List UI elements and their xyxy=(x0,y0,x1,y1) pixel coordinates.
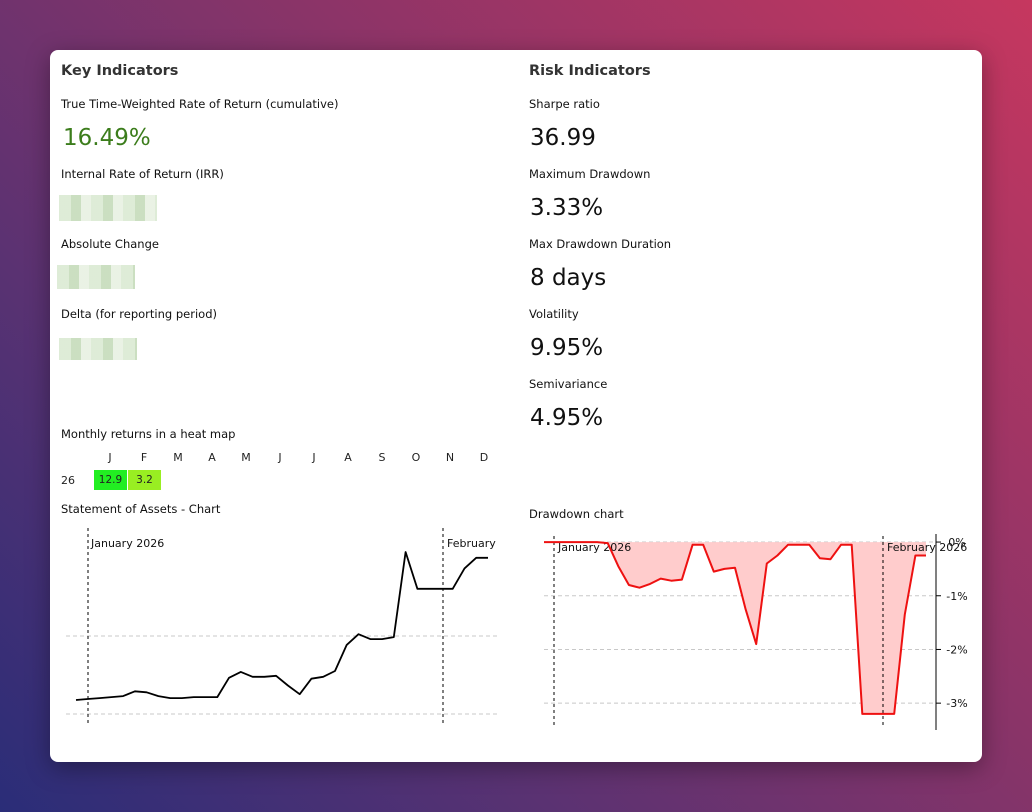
heatmap-title: Monthly returns in a heat map xyxy=(61,427,236,441)
volatility-label: Volatility xyxy=(529,307,579,321)
assets-marker-january-label: January 2026 xyxy=(90,537,164,550)
drawdown-y-tick-label: -2% xyxy=(946,643,967,656)
drawdown-area-fill xyxy=(544,542,926,714)
assets-chart-title: Statement of Assets - Chart xyxy=(61,502,221,516)
semivariance-label: Semivariance xyxy=(529,377,608,391)
heatmap-month-label: J xyxy=(278,451,282,464)
max-drawdown-value: 3.33% xyxy=(530,195,604,221)
heatmap-month-label: O xyxy=(411,451,421,464)
heatmap-cell: 3.2 xyxy=(128,470,161,490)
drawdown-y-tick-label: -1% xyxy=(946,590,967,603)
heatmap-month-label: S xyxy=(378,451,386,464)
key-indicators-title: Key Indicators xyxy=(61,63,179,79)
heatmap-year-label: 26 xyxy=(61,473,75,487)
heatmap-month-label: F xyxy=(140,451,148,464)
irr-label: Internal Rate of Return (IRR) xyxy=(61,167,224,181)
heatmap-month-label: N xyxy=(445,451,455,464)
max-drawdown-duration-label: Max Drawdown Duration xyxy=(529,237,672,251)
heatmap-month-label: M xyxy=(241,451,251,464)
assets-marker-february-label: February 2026 xyxy=(447,537,502,550)
heatmap-cell: 12.9 xyxy=(94,470,127,490)
delta-label: Delta (for reporting period) xyxy=(61,307,217,321)
drawdown-chart-title: Drawdown chart xyxy=(529,507,624,521)
assets-series-line xyxy=(75,551,488,701)
drawdown-y-tick-label: 0% xyxy=(948,536,965,549)
twr-value: 16.49% xyxy=(63,125,151,151)
heatmap-month-label: A xyxy=(208,451,216,464)
drawdown-chart: January 2026 February 2026 0% -1% -2% -3% xyxy=(544,534,968,730)
heatmap-month-label: A xyxy=(344,451,352,464)
assets-chart: January 2026 February 2026 xyxy=(66,520,502,726)
max-drawdown-duration-value: 8 days xyxy=(530,265,607,291)
drawdown-series-line xyxy=(544,541,926,715)
volatility-value: 9.95% xyxy=(530,335,604,361)
heatmap-month-label: D xyxy=(479,451,489,464)
delta-value-redacted xyxy=(59,338,137,360)
heatmap-row: 26 12.9 3.2 xyxy=(61,470,162,490)
heatmap-month-label: J xyxy=(108,451,112,464)
absolute-change-value-redacted xyxy=(57,265,135,289)
heatmap-month-label: J xyxy=(312,451,316,464)
twr-label: True Time-Weighted Rate of Return (cumul… xyxy=(61,97,339,111)
risk-indicators-title: Risk Indicators xyxy=(529,63,651,79)
indicators-card: Key Indicators True Time-Weighted Rate o… xyxy=(50,50,982,762)
heatmap-month-label: M xyxy=(173,451,183,464)
drawdown-marker-february-label: February 2026 xyxy=(887,541,967,554)
drawdown-marker-january-label: January 2026 xyxy=(557,541,631,554)
max-drawdown-label: Maximum Drawdown xyxy=(529,167,651,181)
semivariance-value: 4.95% xyxy=(530,405,604,431)
sharpe-label: Sharpe ratio xyxy=(529,97,600,111)
drawdown-y-tick-label: -3% xyxy=(946,697,967,710)
irr-value-redacted xyxy=(59,195,157,221)
absolute-change-label: Absolute Change xyxy=(61,237,159,251)
sharpe-value: 36.99 xyxy=(530,125,596,151)
